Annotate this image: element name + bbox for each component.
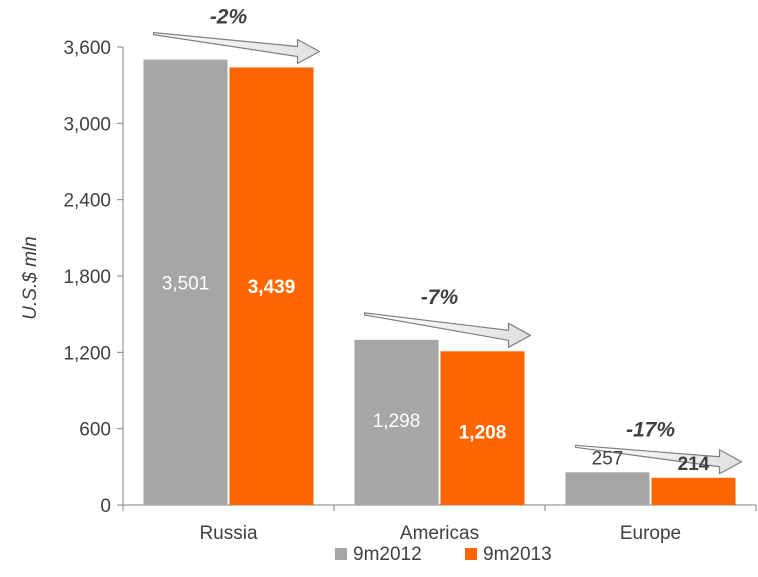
- change-arrow: [152, 31, 321, 65]
- bar-9m2012-americas: [354, 339, 439, 505]
- bar-9m2013-americas: [440, 351, 525, 505]
- data-label-9m2012: 1,298: [373, 411, 421, 432]
- y-tick-label: 1,800: [63, 267, 111, 288]
- axes: 0 600 1,200 1,800 2,400 3,000 3,600: [63, 38, 757, 517]
- data-label-9m2012: 257: [592, 448, 624, 469]
- y-tick-label: 600: [79, 420, 111, 441]
- bar-9m2012-russia: [143, 59, 228, 505]
- change-label: -2%: [210, 6, 248, 29]
- y-tick-label: 1,200: [63, 343, 111, 364]
- bar-9m2013-russia: [229, 67, 314, 505]
- change-arrows: -2% -7% -17%: [152, 6, 743, 475]
- data-label-9m2013: 1,208: [459, 422, 507, 443]
- data-labels: Russia 3,501 3,439 Americas 1,298 1,208 Europe…: [162, 273, 710, 544]
- category-label: Europe: [620, 523, 681, 544]
- change-label: -7%: [421, 286, 459, 309]
- category-label: Russia: [199, 523, 258, 544]
- legend-swatch-9m2012: [335, 548, 347, 560]
- bar-9m2012-europe: [565, 472, 650, 505]
- change-arrow: [363, 312, 532, 348]
- data-label-9m2013: 3,439: [248, 277, 296, 298]
- bars: [143, 59, 736, 505]
- y-axis-label: U.S.$ mln: [20, 236, 41, 319]
- legend-label-9m2012: 9m2012: [353, 544, 422, 565]
- data-label-9m2013: 214: [678, 454, 710, 475]
- y-tick-label: 0: [100, 496, 111, 517]
- change-label: -17%: [626, 418, 675, 441]
- legend-swatch-9m2013: [465, 548, 477, 560]
- change-arrow: [574, 444, 743, 475]
- legend: 9m2012 9m2013: [335, 544, 552, 565]
- category-label: Americas: [400, 523, 479, 544]
- legend-label-9m2013: 9m2013: [483, 544, 552, 565]
- y-tick-label: 2,400: [63, 191, 111, 212]
- data-label-9m2012: 3,501: [162, 273, 210, 294]
- bar-9m2013-europe: [651, 477, 736, 505]
- y-tick-label: 3,000: [63, 114, 111, 135]
- y-tick-label: 3,600: [63, 38, 111, 59]
